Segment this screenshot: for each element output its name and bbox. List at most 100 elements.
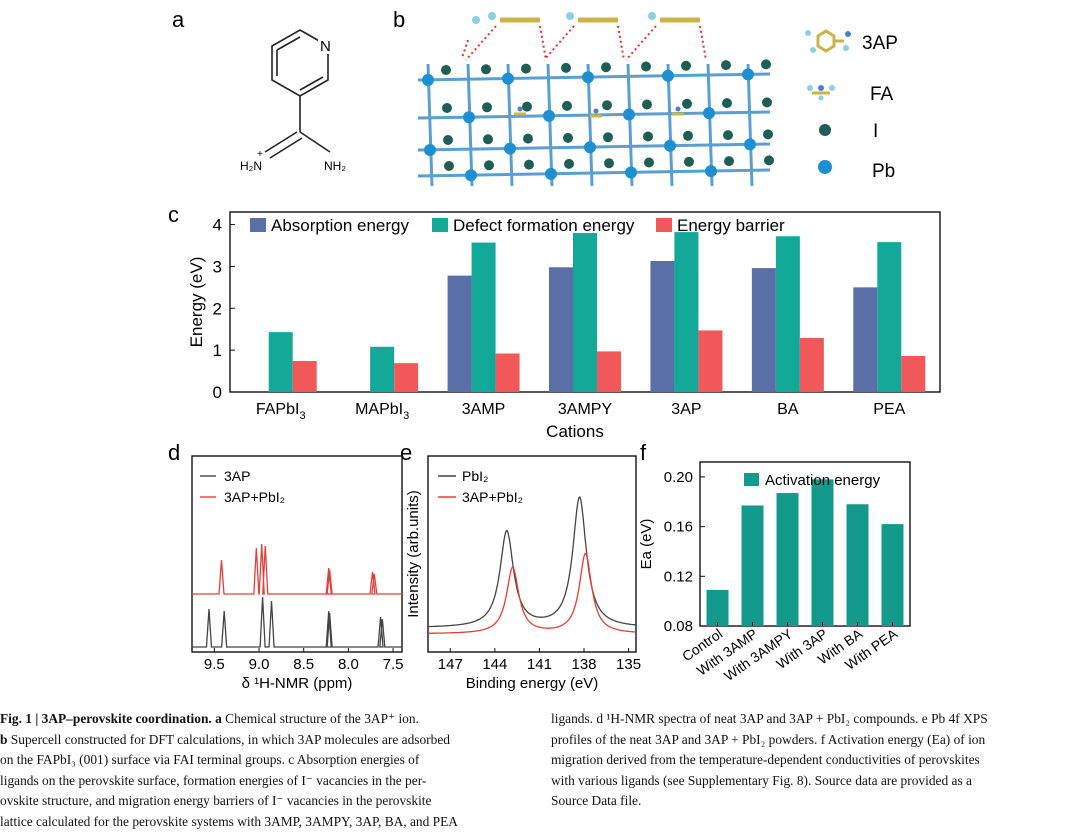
iodine-atom: [561, 62, 571, 73]
lead-atom: [502, 72, 514, 85]
bar-absorption-energy: [853, 287, 878, 392]
legend-label: 3AP: [224, 468, 250, 484]
panel-label-a: a: [172, 7, 185, 32]
bar-absorption-energy: [751, 268, 776, 392]
caption-line: b Supercell constructed for DFT calculat…: [0, 731, 450, 747]
bar-absorption-energy: [549, 267, 573, 392]
caption-line: lattice calculated for the perovskite sy…: [0, 813, 458, 829]
legend-pb-label: Pb: [872, 161, 895, 182]
panel-label-d: d: [168, 440, 180, 465]
legend-label: Absorption energy: [271, 216, 409, 235]
xps-spectrum-pbi2: [428, 495, 637, 628]
legend-label: 3AP+PbI₂: [462, 489, 523, 505]
lead-atom: [664, 139, 676, 152]
iodine-atom: [482, 102, 492, 113]
caption-line: Source Data file.: [551, 793, 642, 808]
hydrogen-atom: [648, 12, 656, 20]
iodine-atom: [643, 131, 653, 142]
bar-defect-formation-energy: [877, 242, 902, 392]
c-n-bond: [299, 131, 331, 153]
iodine-atom: [444, 161, 454, 171]
caption-line: ligands on the perovskite surface, forma…: [0, 772, 427, 788]
bar-energy-barrier: [394, 363, 419, 392]
caption-line: ovskite structure, and migration energy …: [0, 793, 432, 808]
iodine-atom: [762, 97, 772, 108]
nitrogen-atom: [675, 106, 681, 112]
bar-defect-formation-energy: [268, 332, 293, 392]
x-tick-label: 3AP: [671, 401, 701, 418]
iodine-atom: [764, 155, 774, 166]
coordination-bond: [699, 25, 707, 61]
y-tick-label: 0.12: [664, 568, 693, 585]
y-tick-label: 0.08: [664, 618, 693, 635]
lead-atom: [623, 108, 635, 121]
x-axis-label: δ ¹H-NMR (ppm): [242, 675, 353, 692]
panel-label-c: c: [168, 202, 179, 227]
bar-defect-formation-energy: [370, 346, 395, 392]
iodine-atom: [644, 157, 654, 168]
legend-label: Energy barrier: [677, 216, 785, 235]
x-tick-label: PEA: [873, 401, 905, 418]
xps-spectra-chart: 147 144 141 138 135 Binding energy (eV) Intens…: [405, 455, 641, 692]
lattice-bond: [466, 63, 474, 187]
coordination-bond: [543, 25, 575, 61]
lead-atom: [662, 69, 674, 82]
lead-atom: [545, 167, 557, 180]
nmr-spectrum-3ap-pbi2: [192, 543, 402, 595]
y-axis-label: Ea (eV): [638, 519, 655, 570]
legend-3ap-label: 3AP: [862, 33, 898, 54]
legend-iodine-icon: [819, 124, 831, 136]
lead-atom: [422, 74, 434, 86]
lattice-bond: [746, 63, 754, 187]
caption-line: Fig. 1 | 3AP–perovskite coordination. a …: [0, 711, 419, 726]
legend-swatch: [250, 218, 266, 232]
hydrogen-atom: [566, 12, 574, 20]
plot-frame: [699, 461, 911, 627]
iodine-atom: [604, 158, 614, 169]
legend-swatch: [744, 473, 759, 486]
iodine-atom: [483, 134, 493, 145]
panel-label-f: f: [640, 440, 647, 465]
lead-atom: [504, 142, 516, 155]
bar-energy-barrier: [495, 353, 520, 392]
bar-energy-barrier: [597, 351, 621, 392]
iodine-atom: [642, 99, 652, 110]
lead-atom: [543, 109, 555, 122]
lattice-bond: [586, 63, 594, 187]
bar-energy-barrier: [799, 338, 824, 392]
supercell-illustration: [417, 12, 774, 187]
bar-activation-energy: [706, 589, 729, 626]
lead-atom: [742, 68, 754, 81]
iodine-atom: [481, 64, 491, 75]
caption-line: with various ligands (see Supplementary …: [551, 772, 972, 788]
ring-double-bond: [299, 76, 324, 91]
legend-fa-molecule-icon: [807, 85, 835, 101]
xps-spectrum-3ap-pbi2: [428, 552, 637, 634]
iodine-atom: [484, 160, 494, 171]
plot-frame: [191, 455, 403, 653]
bar-defect-formation-energy: [573, 232, 597, 392]
legend-3ap-molecule-icon: [805, 29, 851, 53]
nitrogen-atom: [593, 108, 599, 114]
amine-left-charge: +: [257, 149, 263, 160]
plot-frame: [427, 455, 637, 653]
iodine-atom: [683, 130, 693, 141]
x-tick-label: 138: [571, 656, 596, 673]
bar-defect-formation-energy: [674, 232, 699, 392]
figure-canvas: a b c d e f N H₂N + NH₂ 3AP FA: [168, 7, 941, 692]
iodine-atom: [681, 60, 691, 71]
nitrogen-atom: [517, 106, 523, 112]
coordination-bond: [465, 25, 497, 61]
bar-absorption-energy: [650, 260, 675, 392]
bar-energy-barrier: [901, 356, 926, 392]
panel-label-e: e: [400, 440, 412, 465]
legend-label: PbI₂: [462, 468, 488, 484]
y-tick-label: 1: [213, 341, 222, 360]
iodine-atom: [524, 159, 534, 170]
x-tick-label: 9.0: [249, 656, 270, 673]
y-tick-label: 4: [213, 216, 222, 235]
iodine-atom: [522, 101, 532, 112]
iodine-atom: [442, 103, 452, 113]
legend-label: Activation energy: [765, 472, 881, 489]
